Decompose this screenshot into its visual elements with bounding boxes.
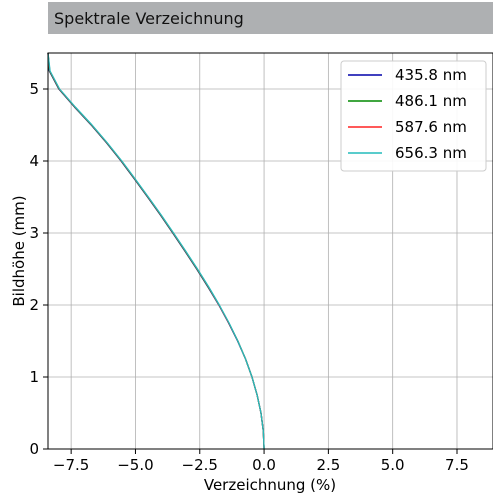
x-tick-label: −2.5 [182, 456, 218, 474]
x-tick-label: 7.5 [445, 456, 469, 474]
x-tick-label: 5.0 [381, 456, 405, 474]
x-tick-label: −5.0 [117, 456, 153, 474]
legend-label: 587.6 nm [395, 118, 467, 136]
y-tick-label: 5 [29, 80, 39, 98]
plot-frame [47, 52, 493, 450]
legend: 435.8 nm 486.1 nm 587.6 nm 656.3 nm [340, 60, 487, 172]
x-tick-label: 0.0 [252, 456, 276, 474]
y-tick-label: 1 [29, 368, 39, 386]
y-tick-label: 3 [29, 224, 39, 242]
y-tick-label: 2 [29, 296, 39, 314]
legend-label: 656.3 nm [395, 144, 467, 162]
x-tick-label: −7.5 [53, 456, 89, 474]
x-tick-label: 2.5 [316, 456, 340, 474]
y-axis-label: Bildhöhe (mm) [10, 195, 28, 306]
y-tick-label: 0 [29, 440, 39, 458]
legend-label: 486.1 nm [395, 92, 467, 110]
title-bar: Spektrale Verzeichnung [48, 2, 493, 34]
chart-title: Spektrale Verzeichnung [54, 9, 244, 28]
series-lines [47, 52, 265, 450]
legend-box [340, 60, 487, 172]
legend-label: 435.8 nm [395, 66, 467, 84]
series-line-4 [47, 52, 265, 450]
ticks: −7.5 −5.0 −2.5 0.0 2.5 5.0 7.5 0 1 2 3 4 5 [29, 80, 468, 474]
y-tick-label: 4 [29, 152, 39, 170]
x-axis-label: Verzeichnung (%) [204, 476, 336, 494]
